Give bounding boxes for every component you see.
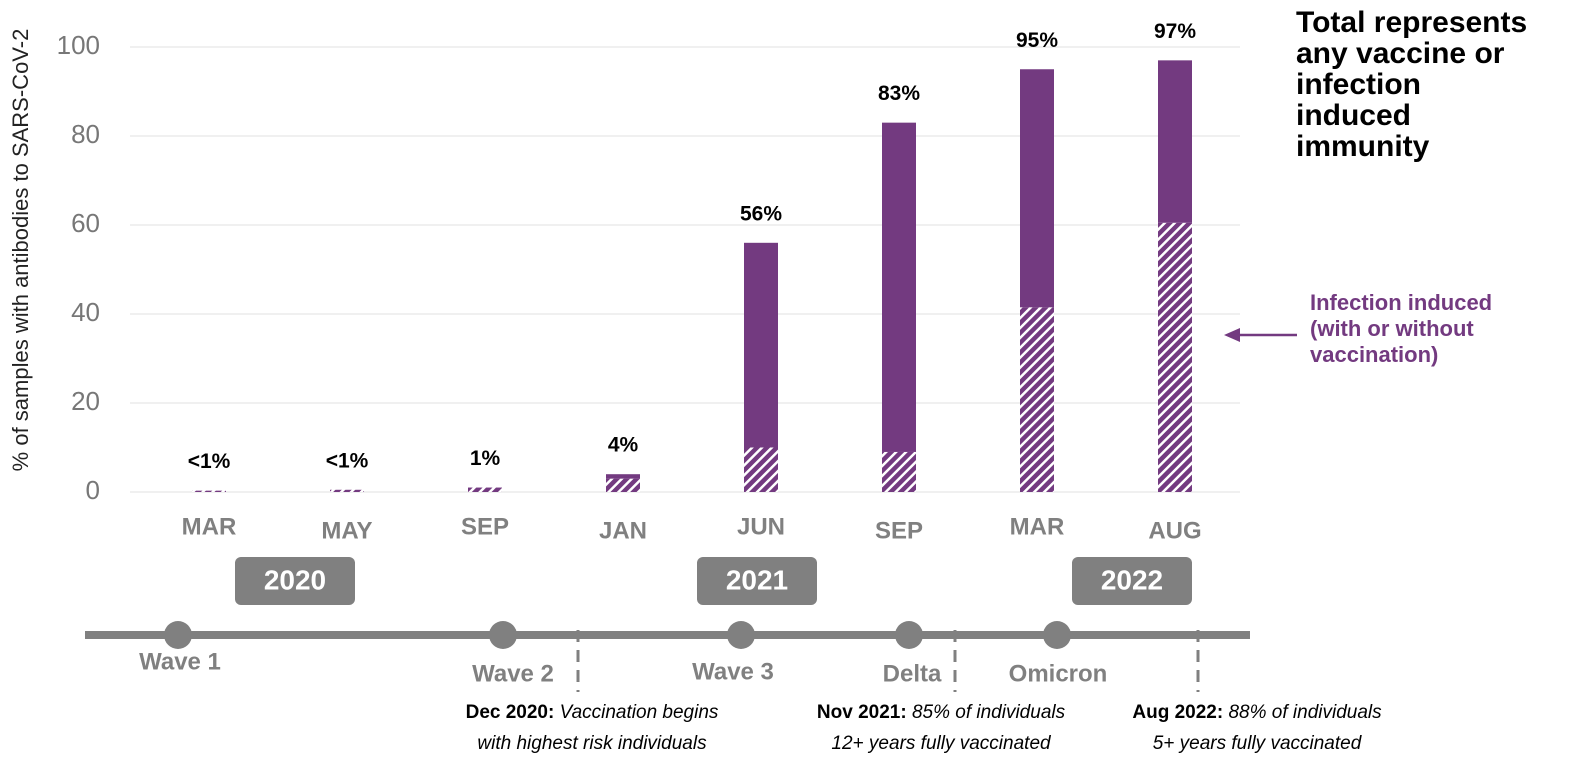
total-note: immunity <box>1296 130 1430 163</box>
note-line: Aug 2022: 88% of individuals <box>1132 702 1382 723</box>
total-note: infection <box>1296 68 1421 101</box>
bar-segment <box>1158 60 1192 223</box>
x-tick-label: MAR <box>182 513 237 540</box>
bar-segment <box>882 451 916 492</box>
bar-segment <box>468 487 502 492</box>
legend-arrowhead <box>1224 328 1240 342</box>
y-tick-label: 100 <box>57 30 100 60</box>
event-label: Delta <box>883 660 942 687</box>
x-tick-label: JUN <box>737 513 785 540</box>
note-bold: Nov 2021: <box>817 702 907 723</box>
total-label: <1% <box>326 449 369 472</box>
note-italic: Vaccination begins <box>560 702 719 723</box>
total-label: <1% <box>188 450 231 473</box>
bar-segment <box>1020 307 1054 492</box>
note-bold: Aug 2022: <box>1132 702 1223 723</box>
year-box <box>697 557 817 605</box>
x-tick-label: AUG <box>1148 517 1201 544</box>
event-label: Wave 1 <box>139 648 221 675</box>
total-note: Total represents <box>1296 6 1527 39</box>
timeline-dot <box>1043 621 1071 649</box>
year-label: 2022 <box>1101 564 1163 595</box>
total-label: 4% <box>608 434 639 457</box>
note-line: Nov 2021: 85% of individuals <box>817 702 1066 723</box>
total-label: 83% <box>878 82 920 105</box>
timeline-dot <box>489 621 517 649</box>
y-axis-label: % of samples with antibodies to SARS-CoV… <box>8 29 33 472</box>
bar-segment <box>330 489 364 492</box>
year-box <box>1072 557 1192 605</box>
y-tick-label: 60 <box>71 208 100 238</box>
total-label: 97% <box>1154 20 1196 43</box>
note-italic: 88% of individuals <box>1228 702 1382 723</box>
bar-segment <box>744 242 778 448</box>
note-line: with highest risk individuals <box>477 733 707 754</box>
event-label: Wave 3 <box>692 658 774 685</box>
y-tick-label: 80 <box>71 119 100 149</box>
x-tick-label: MAR <box>1010 513 1065 540</box>
bar-segment <box>882 122 916 452</box>
timeline-dot <box>164 621 192 649</box>
timeline-dot <box>727 621 755 649</box>
bar-segment <box>606 478 640 492</box>
y-tick-label: 20 <box>71 386 100 416</box>
timeline-dot <box>895 621 923 649</box>
x-tick-label: SEP <box>875 517 923 544</box>
note-line: 5+ years fully vaccinated <box>1153 733 1363 754</box>
bar-segment <box>1158 222 1192 492</box>
note-line: Dec 2020: Vaccination begins <box>466 702 719 723</box>
bar-segment <box>606 474 640 479</box>
x-tick-label: JAN <box>599 517 647 544</box>
event-label: Omicron <box>1009 660 1108 687</box>
y-tick-label: 0 <box>86 475 100 505</box>
total-note: induced <box>1296 99 1411 132</box>
total-note: any vaccine or <box>1296 37 1505 70</box>
year-label: 2020 <box>264 564 326 595</box>
total-label: 95% <box>1016 29 1058 52</box>
y-tick-label: 40 <box>71 297 100 327</box>
x-tick-label: SEP <box>461 513 509 540</box>
note-line: 12+ years fully vaccinated <box>831 733 1052 754</box>
year-label: 2021 <box>726 564 788 595</box>
bar-segment <box>192 490 226 492</box>
legend-label: Infection induced <box>1310 290 1492 315</box>
total-label: 56% <box>740 202 782 225</box>
year-box <box>235 557 355 605</box>
note-italic: 85% of individuals <box>912 702 1066 723</box>
bar-segment <box>1020 69 1054 308</box>
event-label: Wave 2 <box>472 660 554 687</box>
total-label: 1% <box>470 447 501 470</box>
note-bold: Dec 2020: <box>466 702 555 723</box>
legend-label: vaccination) <box>1310 342 1438 367</box>
x-tick-label: MAY <box>321 517 372 544</box>
legend-label: (with or without <box>1310 316 1474 341</box>
bar-segment <box>744 447 778 492</box>
